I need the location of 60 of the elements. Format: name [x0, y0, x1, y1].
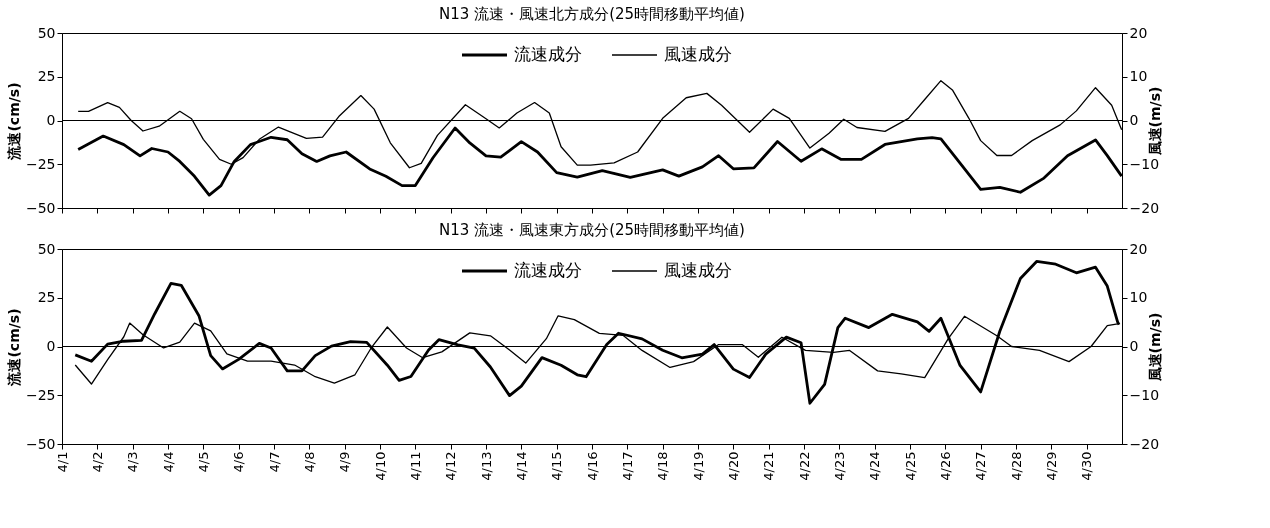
chart-title: N13 流速・風速東方成分(25時間移動平均値): [439, 221, 745, 239]
y-tick-label: −25: [25, 155, 56, 172]
x-tick-label: 4/20: [725, 451, 741, 481]
x-tick-label: 4/9: [337, 451, 353, 473]
y2-tick-label: −20: [1129, 435, 1160, 452]
x-tick-label: 4/21: [761, 451, 777, 481]
x-tick-label: 4/30: [1079, 451, 1095, 481]
y-tick-label: 25: [37, 289, 56, 306]
chart-title: N13 流速・風速北方成分(25時間移動平均値): [439, 5, 745, 23]
x-tick-label: 4/2: [89, 451, 105, 473]
legend-label: 風速成分: [664, 260, 732, 280]
y-tick-label: 50: [37, 240, 56, 257]
legend-label: 流速成分: [514, 260, 582, 280]
x-tick-label: 4/13: [478, 451, 494, 481]
x-tick-label: 4/7: [266, 451, 282, 473]
x-tick-label: 4/28: [1008, 451, 1024, 481]
x-tick-label: 4/19: [690, 451, 706, 481]
y-tick-label: 0: [46, 112, 56, 128]
x-tick-label: 4/29: [1043, 451, 1059, 481]
x-tick-label: 4/1: [54, 451, 70, 473]
y2-axis-title: 風速(m/s): [1147, 86, 1164, 157]
y-tick-label: 50: [37, 24, 56, 41]
y2-tick-label: 10: [1129, 289, 1148, 306]
y-tick-label: 0: [46, 338, 56, 354]
x-tick-label: 4/5: [195, 451, 211, 473]
y-tick-label: −25: [25, 386, 56, 403]
x-tick-label: 4/4: [160, 451, 176, 473]
y-axis-title: 流速(cm/s): [5, 308, 22, 387]
y-axis-title: 流速(cm/s): [5, 82, 22, 161]
legend-label: 風速成分: [664, 44, 732, 64]
x-tick-label: 4/22: [796, 451, 812, 481]
y-tick-label: 25: [37, 68, 56, 85]
y2-tick-label: −10: [1129, 155, 1160, 172]
y2-tick-label: 0: [1129, 112, 1139, 128]
x-tick-label: 4/25: [902, 451, 918, 481]
y2-axis-title: 風速(m/s): [1147, 312, 1164, 383]
x-tick-label: 4/24: [867, 451, 883, 481]
x-tick-label: 4/16: [584, 451, 600, 481]
x-tick-label: 4/11: [407, 451, 423, 481]
x-tick-label: 4/18: [655, 451, 671, 481]
y-tick-label: −50: [25, 435, 56, 452]
y2-tick-label: 0: [1129, 338, 1139, 354]
y2-tick-label: −20: [1129, 199, 1160, 216]
x-tick-label: 4/14: [513, 451, 529, 481]
x-tick-label: 4/23: [831, 451, 847, 481]
x-tick-label: 4/3: [125, 451, 141, 473]
y2-tick-label: 10: [1129, 68, 1148, 85]
y2-tick-label: −10: [1129, 386, 1160, 403]
x-tick-label: 4/27: [973, 451, 989, 481]
x-tick-label: 4/26: [937, 451, 953, 481]
x-tick-label: 4/10: [372, 451, 388, 481]
x-tick-label: 4/15: [549, 451, 565, 481]
y-tick-label: −50: [25, 199, 56, 216]
x-tick-label: 4/8: [301, 451, 317, 473]
y2-tick-label: 20: [1129, 24, 1148, 41]
y2-tick-label: 20: [1129, 240, 1148, 257]
x-tick-label: 4/6: [231, 451, 247, 473]
x-tick-label: 4/17: [619, 451, 635, 481]
legend-label: 流速成分: [514, 44, 582, 64]
x-tick-label: 4/12: [443, 451, 459, 481]
